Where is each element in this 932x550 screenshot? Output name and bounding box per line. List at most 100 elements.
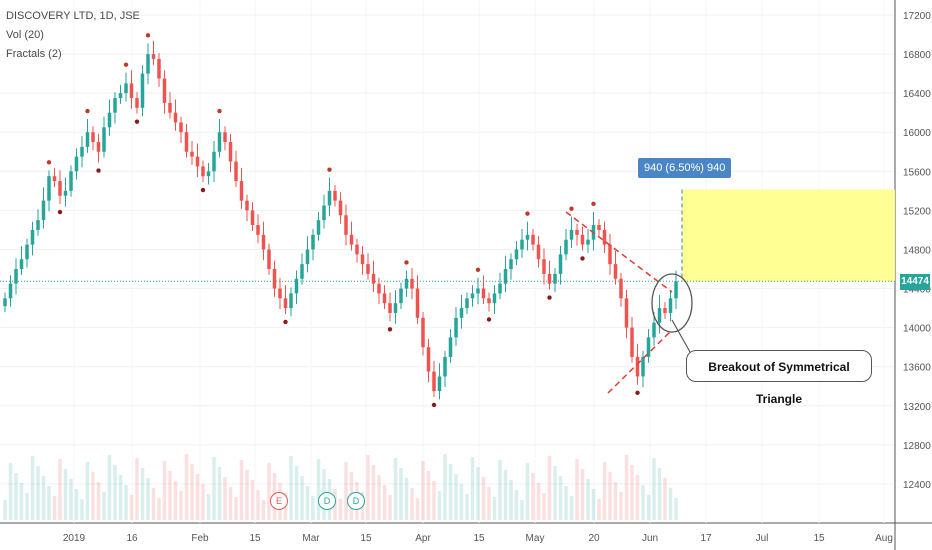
- x-tick-label: 2019: [63, 533, 86, 544]
- candle-body: [19, 259, 24, 269]
- candle-body: [624, 298, 629, 328]
- candle-body: [234, 161, 238, 182]
- y-tick-label: 14400: [903, 285, 931, 296]
- candle-body: [118, 93, 123, 99]
- volume-bar: [432, 481, 436, 520]
- candle-body: [608, 244, 612, 265]
- candle-body: [470, 293, 475, 299]
- dividend-event-badge[interactable]: D: [318, 492, 336, 510]
- fractal-down-marker: [387, 327, 393, 332]
- volume-bar: [135, 458, 139, 520]
- volume-bar: [393, 458, 398, 520]
- volume-bar: [234, 497, 238, 520]
- candle-body: [333, 190, 337, 201]
- candle-body: [503, 269, 508, 284]
- y-tick-label: 17200: [903, 11, 931, 22]
- annotation-callout[interactable]: Breakout of Symmetrical Triangle: [686, 350, 872, 406]
- volume-bar: [91, 472, 95, 520]
- candle-body: [531, 234, 535, 245]
- volume-bar: [509, 480, 513, 520]
- candle-body: [173, 112, 178, 123]
- volume-bar: [454, 474, 458, 520]
- candle-body: [217, 132, 222, 152]
- fractal-up-marker: [591, 201, 596, 207]
- volume-bar: [289, 456, 293, 520]
- dividend-event-badge[interactable]: D: [347, 492, 365, 510]
- volume-bar: [129, 495, 134, 520]
- candle-body: [641, 356, 645, 377]
- candle-body: [492, 293, 497, 304]
- candle-body: [498, 283, 502, 294]
- volume-bar: [657, 468, 662, 520]
- candle-body: [151, 54, 156, 59]
- candle-body: [569, 229, 574, 240]
- candle-body: [564, 239, 568, 255]
- volume-bar: [25, 493, 29, 520]
- volume-bar: [619, 492, 623, 520]
- candle-body: [663, 308, 667, 313]
- volume-bar: [448, 464, 453, 520]
- earnings-event-badge[interactable]: E: [270, 492, 288, 510]
- fractals-indicator-label[interactable]: Fractals (2): [6, 48, 62, 60]
- candle-body: [344, 215, 348, 235]
- candle-body: [223, 132, 227, 142]
- volume-bar: [344, 462, 348, 520]
- volume-bar: [624, 455, 629, 520]
- volume-bar: [371, 465, 376, 520]
- volume-bar: [256, 490, 260, 520]
- candle-body: [294, 278, 299, 294]
- volume-bar: [168, 471, 172, 520]
- volume-bar: [190, 464, 194, 520]
- candle-body: [525, 234, 530, 240]
- volume-bar: [107, 455, 112, 520]
- volume-bar: [553, 466, 557, 520]
- candle-body: [256, 225, 260, 235]
- volume-bar: [586, 479, 590, 520]
- volume-bar: [635, 475, 640, 520]
- candle-body: [102, 127, 106, 152]
- candle-body: [69, 171, 73, 191]
- volume-bar: [311, 496, 315, 520]
- candle-body: [190, 151, 194, 157]
- candle-body: [443, 356, 447, 377]
- fractal-up-marker: [569, 206, 574, 211]
- volume-bar: [8, 463, 13, 520]
- candle-body: [179, 122, 183, 133]
- fractal-down-marker: [283, 319, 288, 325]
- volume-bar: [267, 463, 271, 520]
- x-tick-label: Aug: [875, 533, 893, 544]
- volume-bar: [415, 498, 420, 520]
- candle-body: [283, 298, 288, 309]
- x-tick-label: Jun: [642, 533, 658, 544]
- y-tick-label: 16000: [903, 128, 931, 139]
- candle-body: [184, 132, 189, 152]
- fractal-up-marker: [217, 108, 222, 114]
- volume-bar: [580, 469, 585, 520]
- candle-body: [74, 156, 79, 172]
- volume-bar: [294, 466, 299, 520]
- volume-bar: [503, 470, 508, 520]
- candle-body: [421, 317, 425, 348]
- y-tick-label: 14800: [903, 245, 931, 256]
- candle-body: [542, 259, 546, 274]
- volume-bar: [564, 486, 568, 520]
- x-tick-label: 15: [473, 533, 485, 544]
- candle-body: [448, 337, 453, 357]
- candle-body: [289, 293, 293, 309]
- candle-body: [514, 249, 519, 260]
- volume-indicator-label[interactable]: Vol (20): [6, 29, 44, 41]
- fractal-up-marker: [475, 267, 481, 272]
- fractal-down-marker: [57, 209, 63, 215]
- candle-body: [487, 298, 491, 304]
- candle-body: [630, 327, 634, 357]
- candle-body: [58, 181, 62, 196]
- volume-bar: [602, 462, 607, 520]
- volume-bar: [173, 481, 178, 520]
- candle-body: [63, 190, 68, 196]
- y-tick-label: 13600: [903, 363, 931, 374]
- volume-bar: [80, 499, 84, 520]
- fractal-down-marker: [134, 119, 140, 124]
- volume-bar: [410, 488, 414, 520]
- x-tick-label: 15: [249, 533, 261, 544]
